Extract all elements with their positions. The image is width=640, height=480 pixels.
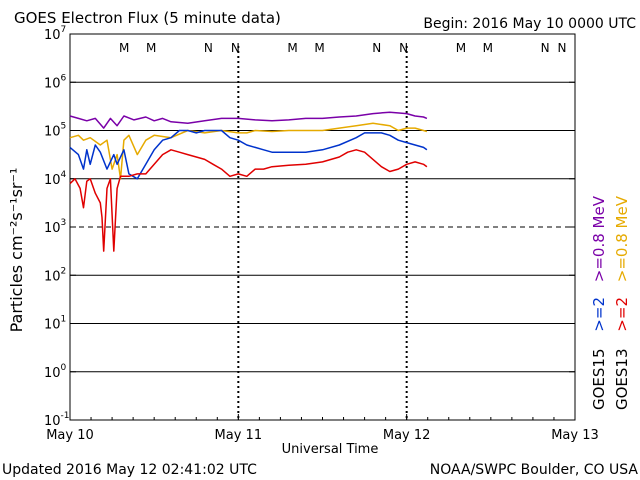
- marker-N-goes15: N: [231, 41, 240, 55]
- y-axis-ticks: 10-1 100 101 102 103 104 105 106 107: [44, 25, 575, 429]
- y-tick-label: 107: [44, 25, 66, 43]
- x-tick-label: May 13: [551, 428, 599, 443]
- marker-M-goes13: M: [287, 41, 297, 55]
- svg-text:GOES15 >=2 >=0.8 M: GOES15 >=2 >=0.8 MeV: [590, 195, 608, 410]
- series-line-goes13_e08: [69, 122, 428, 180]
- chart-title: GOES Electron Flux (5 minute data): [14, 9, 281, 27]
- legend-goes15: GOES15 >=2 >=0.8 MeV: [590, 195, 608, 410]
- marker-M-goes13: M: [119, 41, 129, 55]
- marker-N-goes13: N: [204, 41, 213, 55]
- svg-text:GOES13 >=2 >=0.8 M: GOES13 >=2 >=0.8 MeV: [613, 195, 631, 410]
- series-line-goes15_e2: [69, 129, 428, 180]
- x-tick-label: May 10: [46, 428, 94, 443]
- y-tick-label: 101: [44, 315, 66, 333]
- gridlines: [70, 81, 575, 373]
- legend-goes15-e2: >=2: [590, 297, 608, 332]
- y-tick-label: 106: [44, 73, 67, 91]
- series-line-goes13_e2: [69, 149, 428, 252]
- y-tick-label: 105: [44, 122, 66, 140]
- legend-goes13-e08: >=0.8 MeV: [613, 195, 631, 282]
- day-dividers: [237, 46, 408, 420]
- x-tick-label: May 12: [383, 428, 431, 443]
- marker-M-goes15: M: [314, 41, 324, 55]
- begin-date: Begin: 2016 May 10 0000 UTC: [423, 16, 636, 32]
- legend-goes13-e2: >=2: [613, 297, 631, 332]
- updated-timestamp: Updated 2016 May 12 02:41:02 UTC: [2, 462, 257, 478]
- x-tick-label: May 11: [215, 428, 263, 443]
- marker-M-goes13: M: [456, 41, 466, 55]
- marker-N-goes13: N: [372, 41, 381, 55]
- marker-M-goes15: M: [483, 41, 493, 55]
- y-tick-label: 104: [44, 170, 67, 188]
- series-lines: [69, 111, 428, 252]
- y-axis-label: Particles cm⁻²s⁻¹sr⁻¹: [7, 168, 26, 333]
- series-line-goes15_e08: [69, 111, 428, 129]
- legend-goes15-e08: >=0.8 MeV: [590, 195, 608, 282]
- legend-goes15-label: GOES15: [590, 348, 608, 410]
- y-tick-label: 102: [44, 266, 66, 284]
- marker-N-goes13: N: [541, 41, 550, 55]
- marker-M-goes15: M: [146, 41, 156, 55]
- y-tick-label: 10-1: [44, 411, 70, 429]
- marker-N-goes15: N: [558, 41, 567, 55]
- legend-goes13-label: GOES13: [613, 348, 631, 410]
- legend-goes13: GOES13 >=2 >=0.8 MeV: [613, 195, 631, 410]
- marker-N-goes15: N: [399, 41, 408, 55]
- y-tick-label: 103: [44, 218, 66, 236]
- x-axis-label: Universal Time: [282, 442, 379, 457]
- y-tick-label: 100: [44, 363, 67, 381]
- x-axis-ticks: May 10 May 11 May 12 May 13: [46, 414, 599, 443]
- data-source: NOAA/SWPC Boulder, CO USA: [430, 462, 639, 478]
